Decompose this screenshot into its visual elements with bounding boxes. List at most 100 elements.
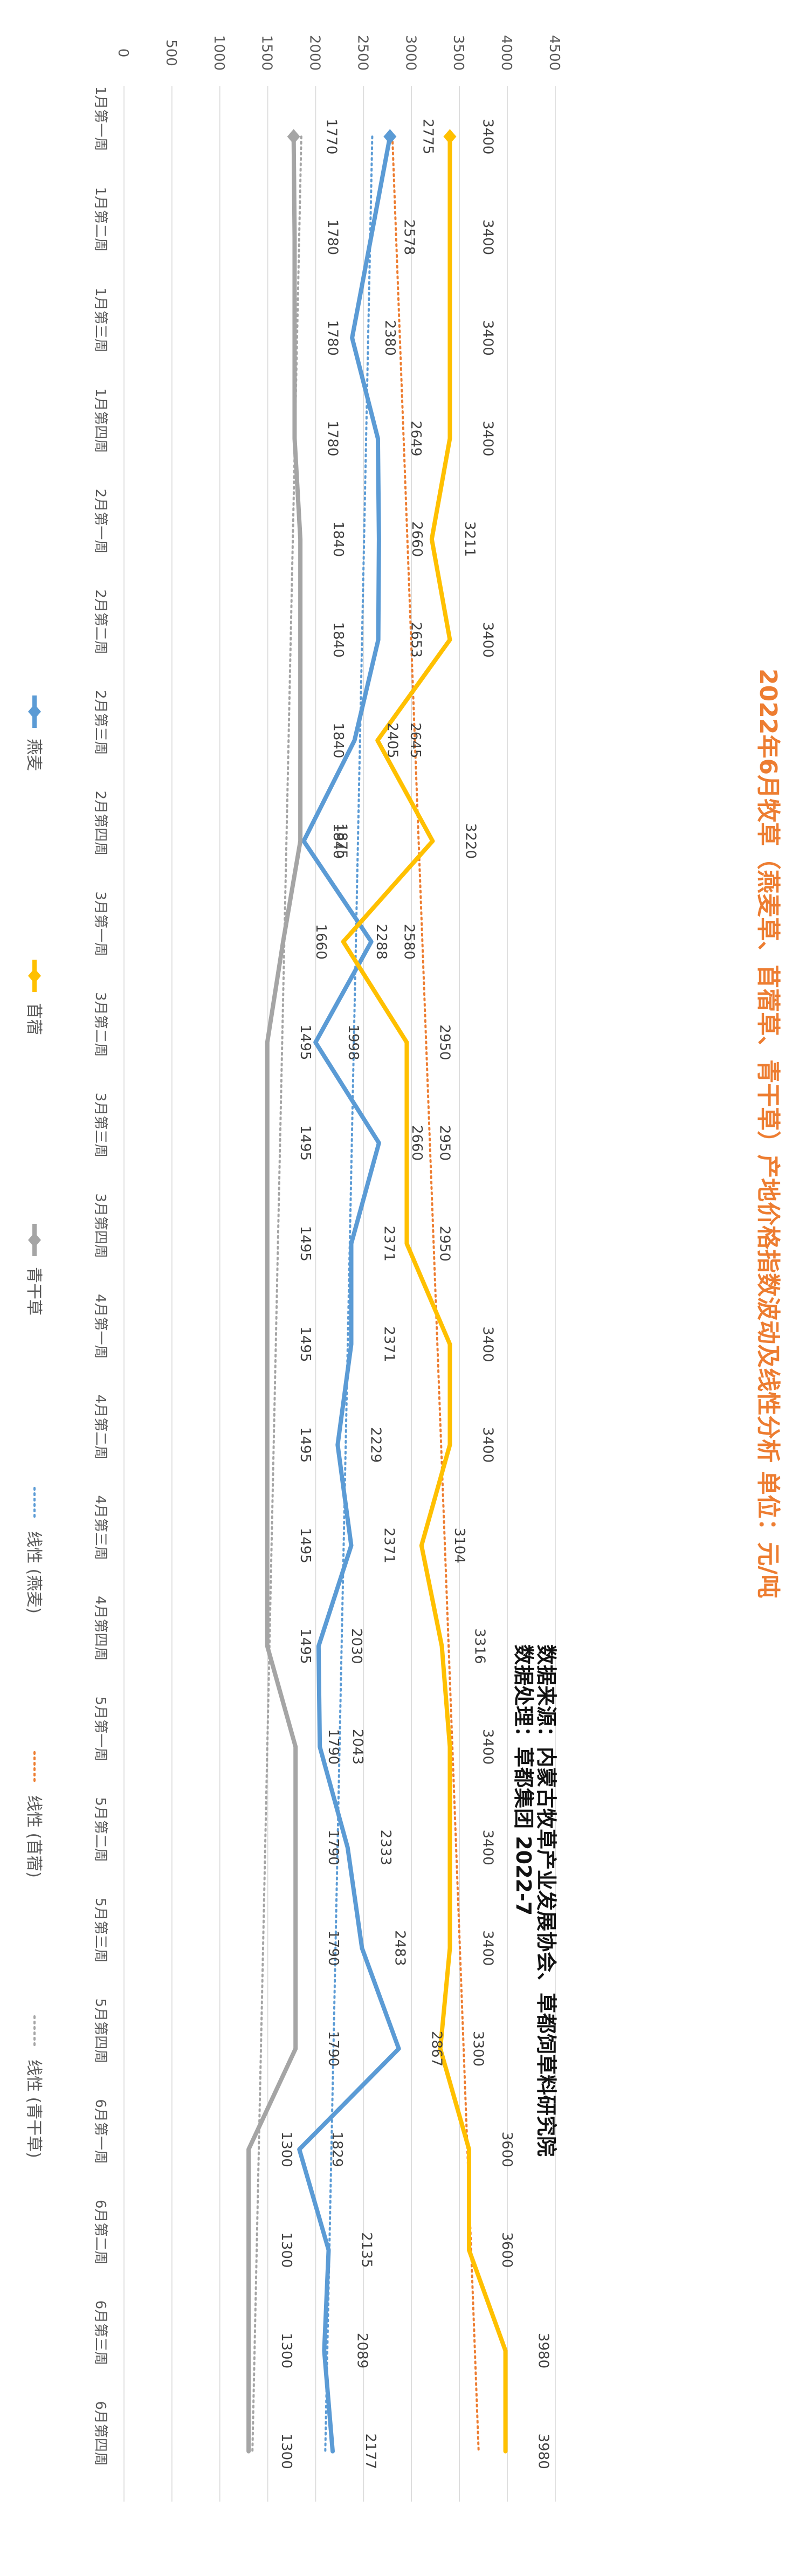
data-label-alfalfa: 3980	[535, 2434, 552, 2469]
chart-title: 2022年6月牧草（燕麦草、苜蓿草、青干草）产地价格指数波动及线性分析 单位：元…	[754, 669, 782, 1598]
data-label-alfalfa: 2645	[407, 722, 423, 758]
data-label-oat: 2380	[382, 320, 398, 356]
category-tick-label: 6月第一周	[92, 2099, 108, 2164]
legend-label: 线性 (青干草)	[24, 2060, 43, 2158]
data-label-alfalfa: 3300	[470, 2031, 486, 2067]
data-label-hay: 1790	[325, 1930, 341, 1966]
category-tick-label: 3月第二周	[92, 992, 108, 1057]
legend-label: 线性 (苜蓿)	[24, 1795, 43, 1878]
data-label-oat: 2483	[391, 1930, 408, 1966]
series-line-hay	[246, 134, 303, 2454]
data-label-alfalfa: 3400	[479, 1427, 495, 1463]
data-label-oat: 2578	[401, 219, 417, 255]
category-tick-label: 5月第四周	[92, 1999, 108, 2064]
data-label-alfalfa: 3400	[479, 1830, 495, 1865]
trendlines	[251, 135, 480, 2453]
category-tick-label: 2月第二周	[92, 589, 108, 655]
legend-marker	[28, 968, 41, 983]
data-label-alfalfa: 3400	[479, 1326, 495, 1362]
data-label-oat: 2660	[409, 1125, 425, 1161]
data-label-hay: 1495	[297, 1226, 313, 1262]
value-tick-label: 4000	[498, 35, 514, 71]
category-tick-label: 1月第三周	[92, 287, 108, 353]
legend-marker	[28, 704, 41, 719]
legend-label: 线性 (燕麦)	[24, 1531, 43, 1614]
data-label-hay: 1780	[324, 421, 340, 456]
value-tick-label: 3000	[402, 35, 418, 71]
category-tick-label: 3月第三周	[92, 1093, 108, 1158]
data-labels: 2775 2578 2380 2649 2660 2653 2405 1875 2580 1998…	[278, 119, 551, 2469]
data-label-hay: 1300	[278, 2232, 294, 2268]
legend-label: 青干草	[24, 1267, 43, 1315]
data-label-hay: 1495	[297, 1024, 313, 1060]
data-label-alfalfa: 3400	[479, 421, 495, 456]
data-label-oat: 2089	[354, 2333, 370, 2368]
value-axis-ticks: 0 500 1000 1500 2000 2500 3000 3500 4000 4500	[115, 35, 562, 71]
trendline-oat	[324, 135, 374, 2453]
data-label-hay: 1495	[297, 1125, 313, 1161]
category-axis-ticks: 1月第一周 1月第二周 1月第三周 1月第四周 2月第一周 2月第二周 2月第三周 2月第四周…	[92, 86, 108, 2466]
data-label-alfalfa: 3211	[461, 521, 478, 557]
category-tick-label: 5月第三周	[92, 1898, 108, 1963]
legend-marker	[28, 1232, 41, 1248]
data-label-hay: 1840	[330, 823, 346, 859]
data-series	[246, 129, 508, 2454]
data-label-hay: 1770	[323, 119, 340, 154]
data-label-hay: 1495	[297, 1528, 313, 1563]
data-label-hay: 1660	[313, 924, 329, 960]
data-label-alfalfa: 3400	[479, 622, 495, 658]
data-label-alfalfa: 2950	[436, 1226, 452, 1262]
data-label-oat: 2405	[384, 722, 401, 758]
data-label-hay: 1780	[324, 219, 340, 255]
series-line-alfalfa	[341, 134, 508, 2454]
data-label-alfalfa: 3400	[479, 1930, 495, 1966]
data-label-alfalfa: 2950	[436, 1024, 452, 1060]
category-tick-label: 6月第四周	[92, 2401, 108, 2466]
data-label-hay: 1300	[278, 2132, 294, 2167]
category-tick-label: 4月第一周	[92, 1294, 108, 1359]
data-label-oat: 2043	[349, 1729, 366, 1765]
data-label-hay: 1300	[278, 2333, 294, 2368]
data-label-alfalfa: 3600	[499, 2232, 515, 2268]
category-tick-label: 1月第四周	[92, 388, 108, 453]
data-label-oat: 1829	[329, 2132, 345, 2167]
data-label-alfalfa: 3400	[479, 320, 495, 356]
series-start-marker-hay	[287, 129, 300, 144]
value-tick-label: 1500	[259, 35, 275, 71]
value-tick-label: 3500	[450, 35, 466, 71]
trendline-hay	[251, 135, 302, 2453]
category-tick-label: 2月第三周	[92, 690, 108, 755]
legend-label: 燕麦	[24, 739, 43, 771]
series-start-marker-alfalfa	[443, 129, 457, 144]
data-label-hay: 1300	[278, 2434, 294, 2469]
data-label-oat: 2030	[348, 1628, 364, 1664]
data-label-alfalfa: 3400	[479, 1729, 495, 1765]
data-label-hay: 1840	[330, 521, 346, 557]
value-tick-label: 500	[163, 39, 179, 66]
data-label-oat: 2229	[367, 1427, 383, 1463]
data-label-oat: 2177	[362, 2434, 378, 2469]
value-tick-label: 4500	[546, 35, 562, 71]
category-tick-label: 4月第二周	[92, 1395, 108, 1460]
value-tick-label: 2500	[354, 35, 370, 71]
data-label-hay: 1790	[325, 1830, 341, 1865]
data-label-alfalfa: 3400	[479, 219, 495, 255]
data-label-oat: 2371	[381, 1528, 397, 1563]
data-source-note: 数据来源：内蒙古牧草产业发展协会、草都饲草料研究院	[534, 1644, 558, 2157]
value-tick-label: 2000	[307, 35, 323, 71]
data-label-oat: 2580	[401, 924, 417, 960]
data-label-alfalfa: 3400	[479, 119, 495, 154]
data-label-alfalfa: 2288	[373, 924, 389, 960]
series-line-oat	[297, 134, 401, 2454]
data-label-oat: 2867	[429, 2031, 445, 2067]
category-tick-label: 3月第一周	[92, 891, 108, 956]
data-label-hay: 1780	[324, 320, 340, 356]
data-label-oat: 1875	[333, 823, 349, 859]
data-label-hay: 1495	[297, 1326, 313, 1362]
data-label-alfalfa: 2950	[436, 1125, 452, 1161]
data-label-oat: 2660	[409, 521, 425, 557]
data-processing-note: 数据处理：草都集团 2022-7	[512, 1644, 535, 1916]
category-tick-label: 2月第一周	[92, 489, 108, 554]
